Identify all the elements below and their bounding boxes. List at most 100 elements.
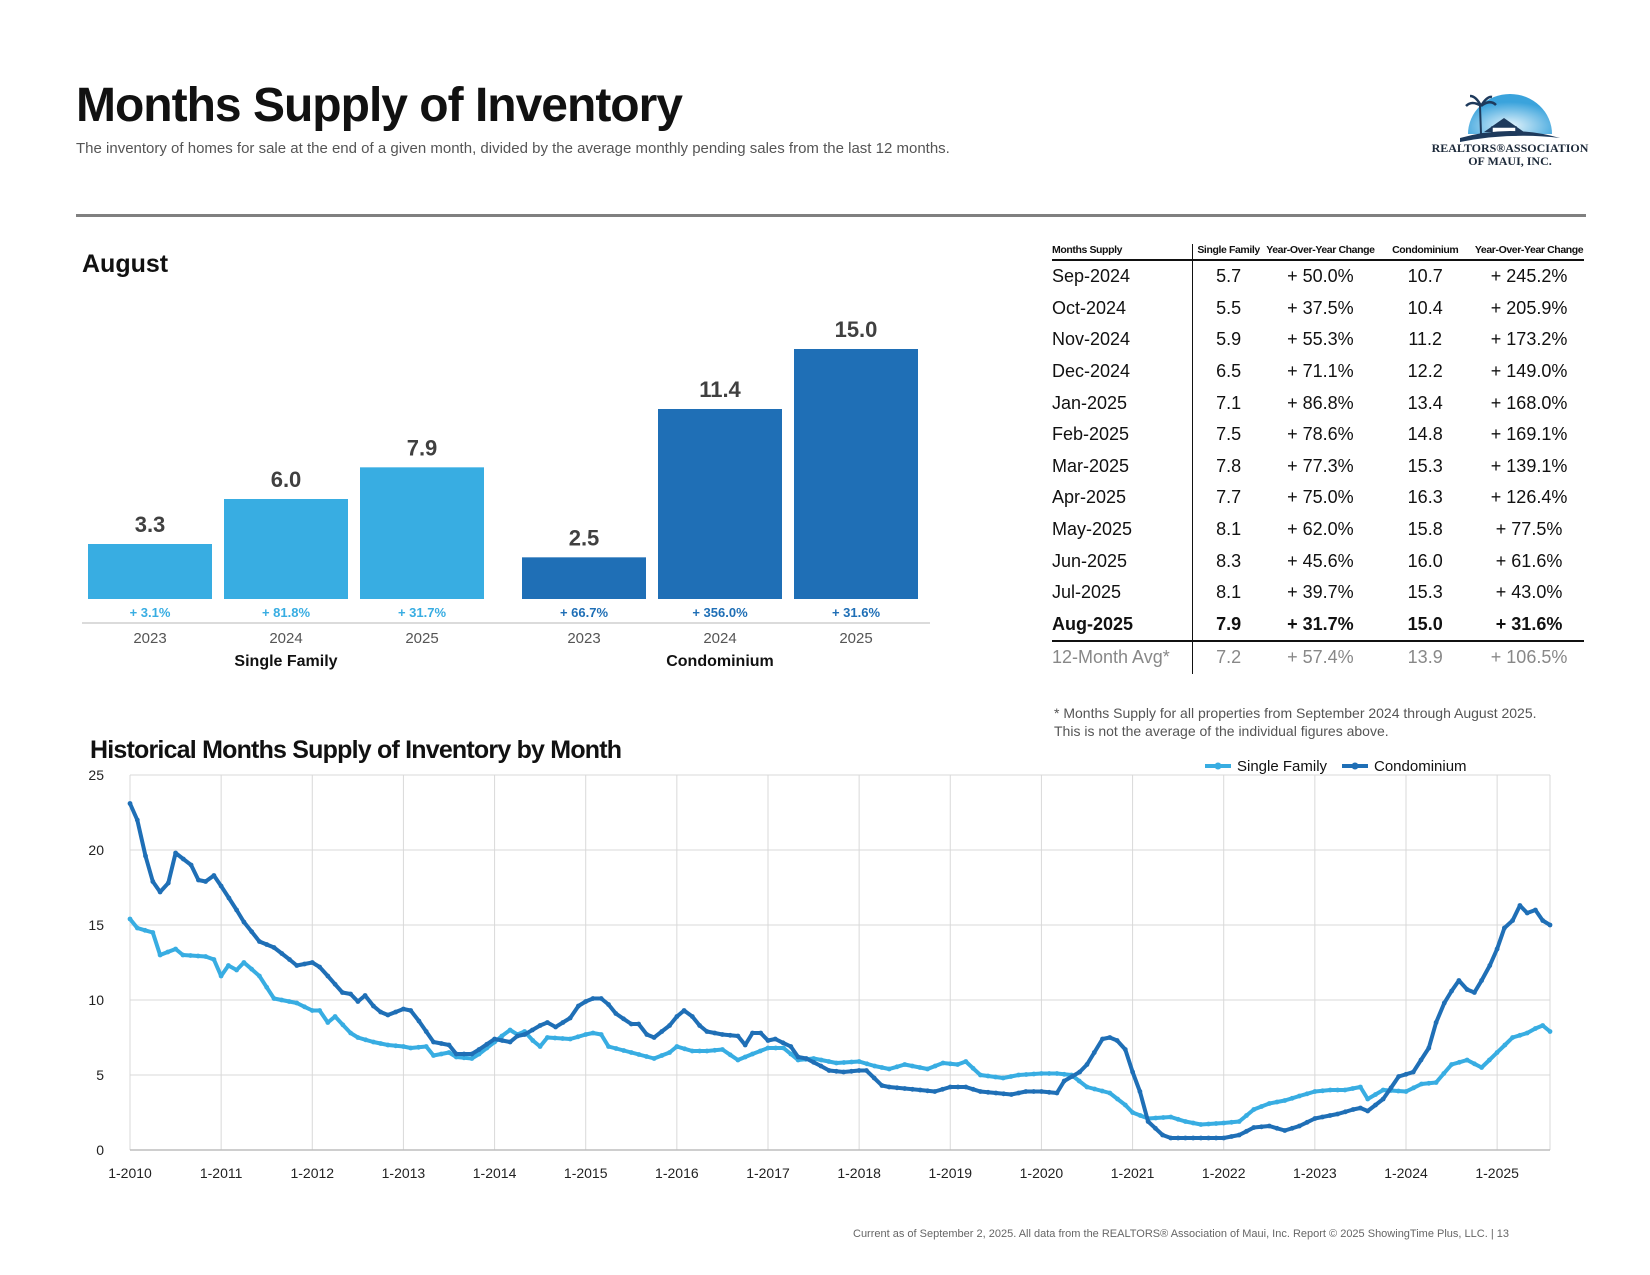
data-point-single-family xyxy=(165,949,171,955)
table-row: Jun-2025 8.3 + 45.6% 16.0 + 61.6% xyxy=(1052,545,1584,577)
data-point-single-family xyxy=(530,1038,536,1043)
data-point-condominium xyxy=(1358,1105,1363,1111)
data-point-single-family xyxy=(1244,1113,1249,1118)
cell-month: Mar-2025 xyxy=(1052,455,1130,476)
data-point-condominium xyxy=(393,1009,399,1015)
data-point-single-family xyxy=(294,1000,300,1006)
bar-change-label: + 3.1% xyxy=(130,605,171,620)
bar-group-label: Condominium xyxy=(666,653,774,670)
data-point-single-family xyxy=(355,1035,361,1040)
bar-group-label: Single Family xyxy=(234,653,337,670)
cell-single-family: 8.1 xyxy=(1191,513,1265,546)
bar-value-label: 2.5 xyxy=(569,525,600,550)
data-point-single-family xyxy=(1464,1057,1470,1063)
cell-condo-yoy-change: + 126.4% xyxy=(1490,487,1568,508)
data-point-single-family xyxy=(841,1060,847,1065)
data-point-condominium xyxy=(1266,1123,1272,1129)
data-point-single-family xyxy=(909,1063,915,1069)
data-point-condominium xyxy=(203,879,208,884)
data-point-condominium xyxy=(970,1086,976,1092)
data-point-single-family xyxy=(567,1036,573,1042)
data-point-condominium xyxy=(598,996,604,1001)
data-point-condominium xyxy=(1464,987,1470,992)
cell-sf-yoy-change: + 55.3% xyxy=(1287,329,1354,350)
data-point-single-family xyxy=(1092,1086,1097,1092)
data-point-condominium xyxy=(1403,1071,1409,1077)
data-point-condominium xyxy=(1137,1089,1143,1094)
data-point-single-family xyxy=(332,1014,338,1019)
data-point-single-family xyxy=(606,1044,611,1049)
data-point-single-family xyxy=(659,1053,665,1058)
data-point-single-family xyxy=(932,1063,938,1069)
cell-condominium: 12.2 xyxy=(1407,361,1443,382)
data-point-single-family xyxy=(1297,1093,1302,1099)
data-point-single-family xyxy=(742,1054,748,1060)
data-point-single-family xyxy=(1494,1050,1500,1055)
data-point-single-family xyxy=(1540,1023,1546,1028)
data-point-condominium xyxy=(1046,1089,1052,1095)
data-point-condominium xyxy=(788,1044,794,1049)
data-point-condominium xyxy=(735,1033,741,1039)
data-point-condominium xyxy=(1380,1096,1386,1102)
data-point-condominium xyxy=(681,1008,687,1013)
data-point-condominium xyxy=(871,1075,877,1081)
data-point-condominium xyxy=(378,1009,383,1015)
data-point-condominium xyxy=(196,877,201,883)
cell-single-family: 7.5 xyxy=(1191,418,1265,451)
data-point-condominium xyxy=(371,1003,376,1009)
data-point-single-family xyxy=(446,1050,452,1055)
data-point-condominium xyxy=(1456,978,1462,983)
data-point-condominium xyxy=(644,1032,650,1037)
data-point-condominium xyxy=(1396,1074,1402,1079)
data-point-condominium xyxy=(492,1036,497,1042)
data-point-single-family xyxy=(872,1063,877,1069)
x-tick-label: 1-2019 xyxy=(928,1165,972,1181)
data-point-single-family xyxy=(856,1059,862,1064)
data-point-condominium xyxy=(1130,1069,1135,1075)
legend-label: Single Family xyxy=(1237,758,1328,775)
x-tick-label: 1-2015 xyxy=(564,1165,608,1181)
cell-condo-yoy-change: + 168.0% xyxy=(1490,392,1568,413)
avg-cell-single-family: 7.2 xyxy=(1191,641,1265,674)
bar-year-label: 2023 xyxy=(567,630,600,647)
data-point-condominium xyxy=(1312,1116,1318,1121)
data-point-condominium xyxy=(955,1084,961,1090)
data-point-condominium xyxy=(1540,918,1546,923)
data-point-condominium xyxy=(910,1086,915,1092)
table-row: Mar-2025 7.8 + 77.3% 15.3 + 139.1% xyxy=(1052,450,1584,483)
historical-line-chart: 0 5 10 15 20 25 1-2010 1-2011 1-2012 1-2013 1-2014… xyxy=(88,758,1553,1181)
data-point-condominium xyxy=(780,1040,786,1046)
data-point-single-family xyxy=(1327,1087,1333,1093)
data-point-condominium xyxy=(1335,1111,1340,1117)
data-point-condominium xyxy=(332,981,338,987)
data-point-condominium xyxy=(560,1020,566,1025)
data-point-single-family xyxy=(461,1055,467,1061)
data-point-condominium xyxy=(1175,1135,1181,1141)
data-point-single-family xyxy=(1487,1057,1492,1063)
data-point-single-family xyxy=(735,1057,741,1063)
data-point-single-family xyxy=(127,916,133,922)
data-point-single-family xyxy=(704,1048,710,1054)
data-point-condominium xyxy=(1084,1062,1090,1067)
data-point-condominium xyxy=(507,1039,513,1045)
data-point-single-family xyxy=(1168,1114,1174,1120)
data-point-condominium xyxy=(1145,1119,1151,1124)
data-point-single-family xyxy=(1000,1075,1006,1081)
data-point-condominium xyxy=(1213,1135,1219,1141)
cell-condominium: 11.2 xyxy=(1408,329,1443,350)
section-label-august: August xyxy=(82,250,169,278)
data-point-condominium xyxy=(628,1021,634,1027)
bar-condominium-2025 xyxy=(794,349,918,599)
data-point-condominium xyxy=(651,1035,657,1040)
data-point-condominium xyxy=(1198,1135,1204,1141)
data-point-condominium xyxy=(963,1084,969,1090)
data-point-single-family xyxy=(1342,1087,1348,1093)
data-point-condominium xyxy=(902,1086,908,1091)
col-header-condo-yoy-change: Year-Over-Year Change xyxy=(1474,244,1584,261)
data-point-single-family xyxy=(651,1056,657,1061)
data-point-single-family xyxy=(963,1059,969,1064)
bar-condominium-2023 xyxy=(522,557,646,599)
cell-month: Jan-2025 xyxy=(1052,392,1128,413)
data-point-single-family xyxy=(590,1030,596,1036)
data-point-single-family xyxy=(371,1039,376,1045)
